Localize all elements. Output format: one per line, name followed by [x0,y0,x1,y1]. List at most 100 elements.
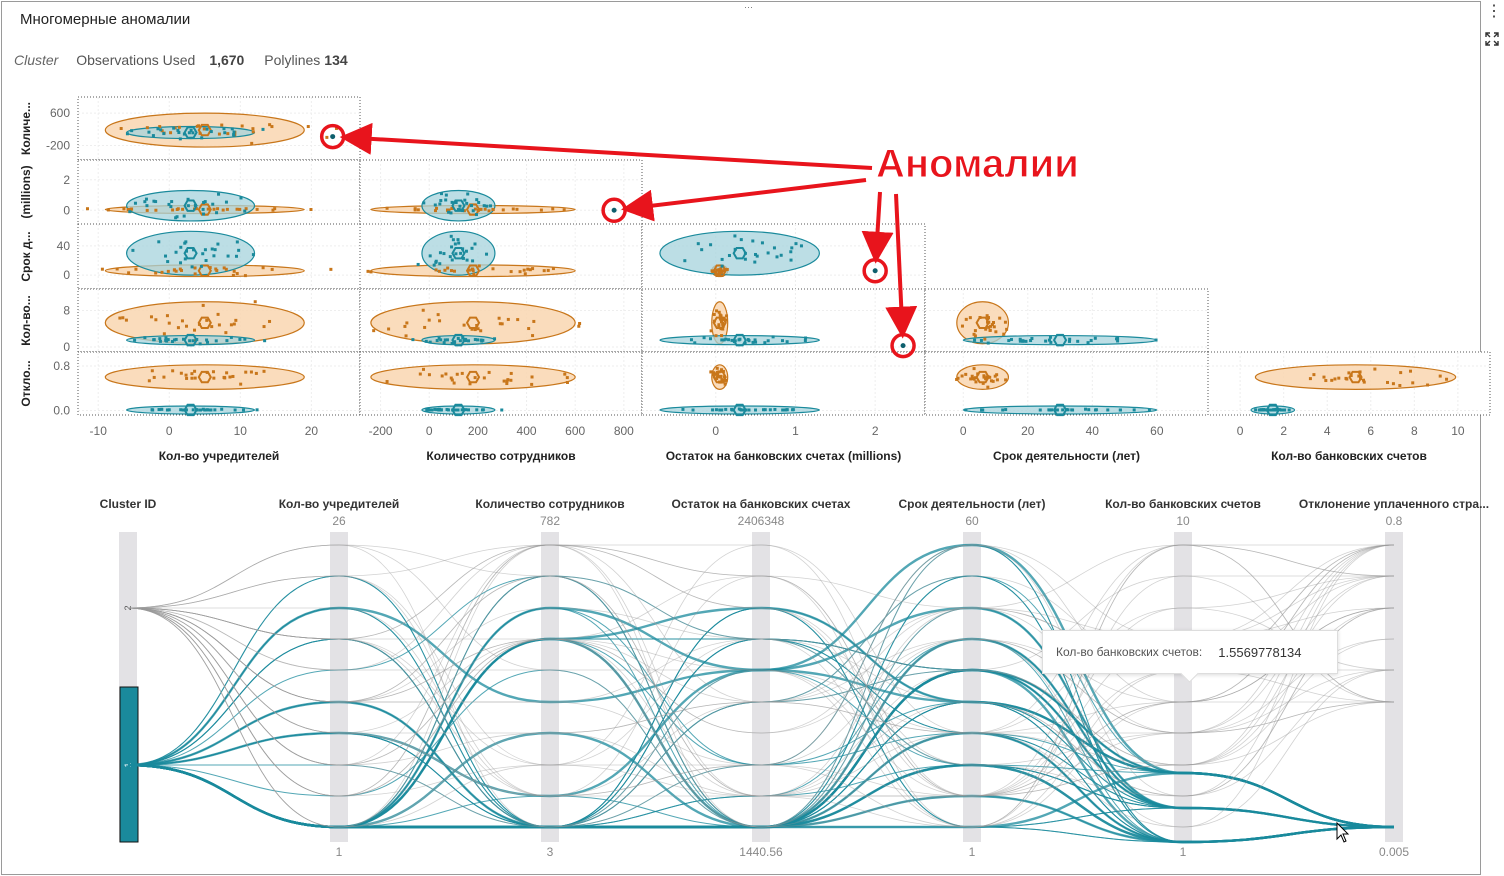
column-label: Срок деятельности (лет) [993,449,1140,463]
cluster-2-point [715,377,719,381]
cluster-1-point [186,197,190,201]
cluster-1-point [201,252,205,256]
cluster-2-point [462,209,466,213]
x-tick-label: 0 [426,424,433,438]
cluster-2-point [193,369,197,373]
y-tick-label: -200 [46,138,70,152]
cluster-2-point [1337,376,1341,380]
cluster-1-point [783,408,787,412]
cluster-1-point [191,408,195,412]
cluster-1-point [464,408,468,412]
cluster-1-point [438,251,442,255]
cluster-2-point [462,323,466,327]
cluster-2-point [720,368,724,372]
cluster-1-point [1047,338,1051,342]
y-tick-label: 0 [63,268,70,282]
cluster-1-point [232,130,236,134]
cluster-2-point [190,376,194,380]
cluster-2-point [231,374,235,378]
cluster-1-point [201,212,205,216]
cluster-2-point [229,323,233,327]
cluster-1-point [205,338,209,342]
cluster-2-point [973,334,977,338]
cluster-2-point [964,372,968,376]
cluster-1-point [696,242,700,246]
cluster-2-point [719,268,723,272]
cluster-1-point [1018,339,1022,343]
cluster-1-point [475,408,479,412]
cluster-1-point [466,192,470,196]
cluster-1-point [453,242,457,246]
x-tick-label: 4 [1324,424,1331,438]
kebab-icon[interactable]: ⋮ [1486,3,1502,20]
scatter-cell [924,351,1209,417]
cluster-2-point [972,332,976,336]
cluster-2-point [955,377,959,381]
cluster-2-polyline [127,575,1394,828]
cluster-1-point [473,242,477,246]
cluster-2-point [969,377,973,381]
cluster-1-point [179,245,183,249]
cluster-2-point [467,268,471,272]
cluster-1-point [235,240,239,244]
cluster-1-point [444,193,448,197]
y-tick-label: 40 [57,239,71,253]
axis-bar [541,532,559,842]
cluster-2-point [238,207,242,211]
cluster-2-point [1312,373,1316,377]
x-tick-label: 10 [1451,424,1465,438]
cluster-2-point [983,337,987,341]
cluster-2-point [450,206,454,210]
mouse-cursor-icon [1336,821,1350,843]
cluster-2-point [972,367,976,371]
cluster-2-point [509,371,513,375]
resize-grip-icon[interactable]: ⋯ [744,2,754,12]
cluster-1-point [476,338,480,342]
cluster-1-point [1116,339,1120,343]
cluster-2-polyline [127,544,1395,797]
cluster-1-point [237,248,241,252]
cluster-1-point [718,408,722,412]
tooltip: Кол-во банковских счетов: 1.5569778134 [1042,630,1338,674]
cluster-label: Cluster [14,52,59,68]
cluster-1-point [428,340,432,344]
cluster-1-point [1084,407,1088,411]
cluster-2-point [720,334,724,338]
y-tick-label: 2 [63,173,70,187]
cluster-2-point [235,207,239,211]
cluster-2-point [100,267,104,271]
cluster-1-centroid [183,247,198,260]
expand-icon[interactable] [1484,31,1500,47]
cluster-1-point [205,127,209,131]
cluster-1-centroid [183,126,198,139]
cluster-2-point [539,208,543,212]
x-tick-label: 400 [517,424,537,438]
cluster-1-point [1287,408,1291,412]
cluster-2-point [712,373,716,377]
cluster-2-point [551,267,555,271]
cluster-1-point [1001,408,1005,412]
axis-min-label: 1 [1180,845,1187,859]
cluster-2-point [235,272,239,276]
cluster-2-point [1438,374,1442,378]
cluster-1-point [170,200,174,204]
cluster-2-point [216,312,220,316]
cluster-2-polyline [127,544,1395,797]
cluster-1-point [720,338,724,342]
cluster-1-point [733,234,737,238]
cluster-2-point [427,373,431,377]
cluster-1-point [720,264,724,268]
cluster-2-point [483,207,487,211]
cluster-1-point [742,408,746,412]
cluster-1-point [789,250,793,254]
scatter-cell [77,223,361,290]
cluster-1-point [464,338,468,342]
cluster-1-centroid [451,333,466,347]
cluster-2-point [106,208,110,212]
cluster-2-point [985,314,989,318]
cluster-1-point [979,338,983,342]
axis-title: Кол-во учредителей [279,497,400,511]
cluster-1-point [761,408,765,412]
axis-title: Кол-во банковских счетов [1105,497,1261,511]
